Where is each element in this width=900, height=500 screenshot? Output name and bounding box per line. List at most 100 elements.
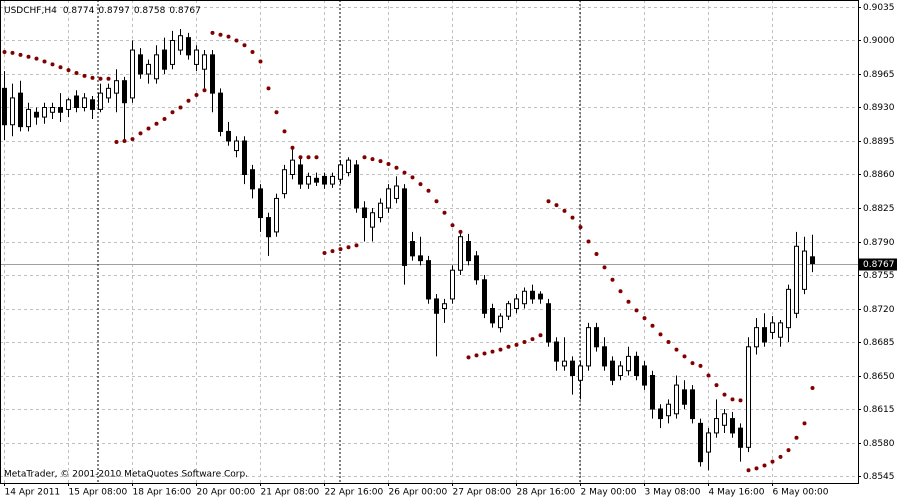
x-tick-label: 20 Apr 00:00 (197, 488, 256, 498)
y-tick-label: 0.8755 (863, 271, 895, 281)
candle-body (658, 408, 663, 420)
sar-dot (314, 155, 319, 160)
candle-body (170, 39, 175, 65)
sar-dot (50, 62, 55, 67)
candle-body (74, 95, 79, 108)
candle-body (226, 130, 231, 142)
candle-body (370, 212, 375, 228)
sar-dot (618, 289, 623, 294)
candle-body (258, 188, 263, 219)
candle-body (210, 54, 215, 94)
sar-dot (10, 50, 15, 55)
y-tick-label: 0.8790 (863, 238, 895, 248)
y-tick-label: 0.8580 (863, 439, 895, 449)
candle-body (418, 255, 423, 262)
candle-body (426, 260, 431, 300)
candle-body (378, 202, 383, 219)
sar-dot (266, 86, 271, 91)
candle-body (490, 308, 495, 324)
candle-body (642, 365, 647, 386)
sar-dot (290, 145, 295, 150)
sar-dot (778, 454, 783, 459)
sar-dot (370, 157, 375, 162)
candle-body (754, 327, 759, 348)
candle-body (786, 288, 791, 329)
sar-dot (698, 363, 703, 368)
sar-dot (298, 155, 303, 160)
header-low: 0.8758 (134, 6, 166, 16)
candle-body (178, 35, 183, 51)
sar-dot (322, 250, 327, 255)
candle-body (250, 169, 255, 190)
candle-body (322, 175, 327, 185)
y-tick-label: 0.8685 (863, 338, 895, 348)
chart-header: USDCHF,H4 0.8774 0.8797 0.8758 0.8767 (4, 6, 201, 16)
candle-body (522, 290, 527, 305)
candle-body (738, 427, 743, 448)
candle-body (290, 159, 295, 175)
sar-dot (218, 32, 223, 37)
y-tick-label: 0.8720 (863, 305, 895, 315)
y-tick-label: 0.8860 (863, 170, 895, 180)
sar-dot (402, 170, 407, 175)
candle-body (410, 241, 415, 257)
x-tick-label: 27 Apr 08:00 (453, 488, 512, 498)
sar-dot (202, 88, 207, 93)
sar-dot (418, 182, 423, 187)
candle-body (794, 245, 799, 314)
candle-body (554, 341, 559, 362)
sar-dot (570, 215, 575, 220)
sar-dot (386, 161, 391, 166)
candle-body (2, 87, 7, 126)
sar-dot (378, 159, 383, 164)
candle-body (234, 140, 239, 152)
candle-body (450, 269, 455, 300)
sar-dot (282, 129, 287, 134)
sar-dot (18, 52, 23, 57)
sar-dot (306, 155, 311, 160)
sar-dot (346, 245, 351, 250)
sar-dot (506, 344, 511, 349)
sar-dot (338, 247, 343, 252)
candle-body (218, 92, 223, 132)
candle-body (778, 322, 783, 338)
candle-body (98, 92, 103, 110)
sar-dot (762, 463, 767, 468)
sar-dot (194, 93, 199, 98)
candle-body (706, 432, 711, 453)
sar-dot (2, 49, 7, 54)
candle-body (306, 175, 311, 185)
y-tick-label: 0.8965 (863, 70, 895, 80)
candle-body (146, 63, 151, 75)
sar-dot (602, 265, 607, 270)
sar-dot (770, 459, 775, 464)
x-tick-label: 28 Apr 16:00 (517, 488, 576, 498)
candle-body (138, 54, 143, 75)
candle-body (434, 298, 439, 314)
sar-dot (154, 121, 159, 126)
sar-dot (26, 54, 31, 59)
sar-dot (626, 299, 631, 304)
sar-dot (706, 373, 711, 378)
sar-dot (354, 243, 359, 248)
sar-dot (394, 165, 399, 170)
candle-body (690, 389, 695, 420)
x-tick-label: 3 May 08:00 (645, 488, 701, 498)
sar-dot (714, 383, 719, 388)
sar-dot (690, 361, 695, 366)
candle-body (194, 49, 199, 65)
sar-dot (330, 249, 335, 254)
sar-dot (426, 188, 431, 193)
header-high: 0.8797 (98, 6, 130, 16)
sar-dot (74, 71, 79, 76)
sar-dot (442, 210, 447, 215)
sar-dot (58, 65, 63, 70)
candle-body (162, 49, 167, 70)
x-tick-label: 26 Apr 00:00 (389, 488, 448, 498)
candle-body (698, 422, 703, 463)
candle-body (442, 303, 447, 310)
candle-body (274, 197, 279, 233)
sar-dot (210, 30, 215, 35)
candle-body (810, 256, 815, 265)
candle-body (650, 375, 655, 410)
